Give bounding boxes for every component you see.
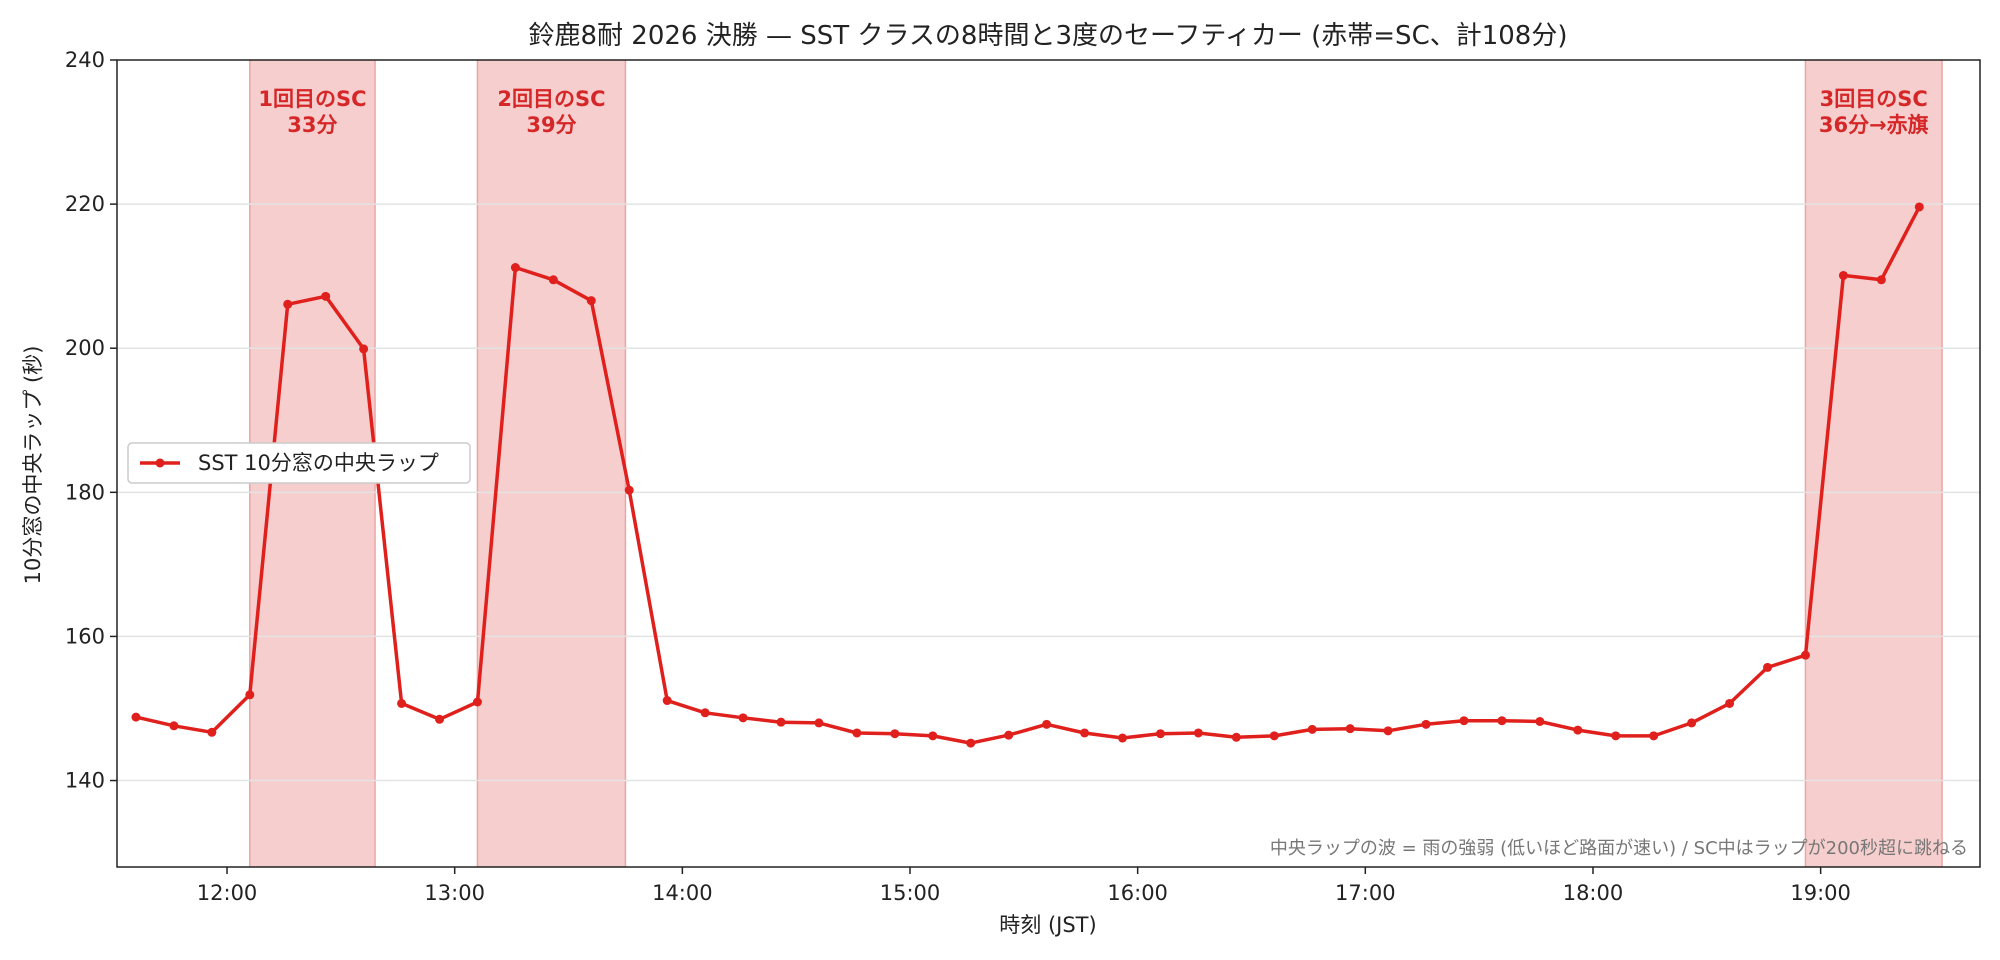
legend-series-label: SST 10分窓の中央ラップ (198, 451, 439, 475)
data-point (1573, 725, 1583, 735)
y-tick-label: 240 (65, 48, 105, 72)
data-point (1725, 698, 1735, 708)
data-point (1876, 275, 1886, 285)
data-point (1914, 202, 1924, 212)
y-axis-title: 10分窓の中央ラップ (秒) (21, 346, 45, 585)
data-point (207, 727, 217, 737)
data-point (1535, 716, 1545, 726)
data-point (1800, 650, 1810, 660)
axes: 140 160 180 200 220 240 12:00 13:00 14:00 15:00 16… (65, 48, 1981, 905)
data-point (245, 690, 255, 700)
legend: SST 10分窓の中央ラップ (127, 442, 471, 484)
data-point (1117, 733, 1127, 743)
data-point (321, 291, 331, 301)
data-point (662, 696, 672, 706)
series-line (135, 206, 1921, 745)
y-tick-label: 180 (65, 480, 105, 504)
grid-lines (117, 203, 1980, 782)
data-point (1649, 731, 1659, 741)
data-point (397, 698, 407, 708)
data-point (814, 718, 824, 728)
data-point (1004, 730, 1014, 740)
data-point (548, 275, 558, 285)
data-point (472, 697, 482, 707)
data-point (1345, 724, 1355, 734)
data-point (776, 717, 786, 727)
data-point (890, 729, 900, 739)
data-point (1383, 726, 1393, 736)
data-point (1763, 662, 1773, 672)
data-point (1307, 724, 1317, 734)
chart-title: 鈴鹿8耐 2026 決勝 — SST クラスの8時間と3度のセーフティカー (赤… (529, 21, 1568, 51)
y-tick-label: 200 (65, 336, 105, 360)
series-layer (131, 202, 1924, 748)
y-tick-label: 140 (65, 769, 105, 793)
plot-frame (116, 59, 1981, 868)
data-point (1421, 719, 1431, 729)
data-point (1687, 718, 1697, 728)
safety-car-band (1805, 60, 1943, 867)
y-tick-label: 160 (65, 624, 105, 648)
data-point (1042, 719, 1052, 729)
y-tick-label: 220 (65, 192, 105, 216)
safety-car-label: 3回目のSC (1820, 87, 1928, 111)
data-point (131, 712, 141, 722)
data-point (169, 721, 179, 731)
data-point (586, 296, 596, 306)
safety-car-band (477, 60, 626, 867)
x-tick-label: 12:00 (197, 881, 258, 905)
data-point (624, 485, 634, 495)
chart-annotation: 中央ラップの波 = 雨の強弱 (低いほど路面が速い) / SC中はラップが200… (1270, 838, 1968, 859)
data-point (1080, 728, 1090, 738)
safety-car-label: 1回目のSC (258, 87, 366, 111)
safety-car-duration-label: 39分 (526, 113, 576, 137)
safety-car-duration-label: 36分→赤旗 (1819, 113, 1929, 137)
x-axis-title: 時刻 (JST) (999, 913, 1096, 937)
data-point (359, 344, 369, 354)
data-point (1231, 732, 1241, 742)
safety-car-label: 2回目のSC (497, 87, 605, 111)
data-point (1838, 270, 1848, 280)
data-point (966, 738, 976, 748)
data-point (1155, 729, 1165, 739)
data-point (1497, 716, 1507, 726)
data-point (1269, 731, 1279, 741)
legend-box (127, 442, 471, 484)
safety-car-bands (249, 60, 1943, 867)
data-point (1193, 728, 1203, 738)
x-tick-label: 17:00 (1335, 881, 1396, 905)
data-point (1459, 716, 1469, 726)
x-tick-label: 15:00 (880, 881, 941, 905)
data-point (1611, 731, 1621, 741)
legend-marker-swatch (155, 458, 165, 468)
data-point (283, 299, 293, 309)
safety-car-duration-label: 33分 (287, 113, 337, 137)
data-point (928, 731, 938, 741)
x-tick-label: 18:00 (1563, 881, 1624, 905)
data-point (510, 263, 520, 273)
x-tick-label: 13:00 (424, 881, 485, 905)
data-point (852, 728, 862, 738)
x-tick-label: 19:00 (1790, 881, 1851, 905)
data-point (738, 713, 748, 723)
data-point (700, 708, 710, 718)
x-tick-label: 16:00 (1107, 881, 1168, 905)
x-tick-label: 14:00 (652, 881, 713, 905)
data-point (435, 714, 445, 724)
